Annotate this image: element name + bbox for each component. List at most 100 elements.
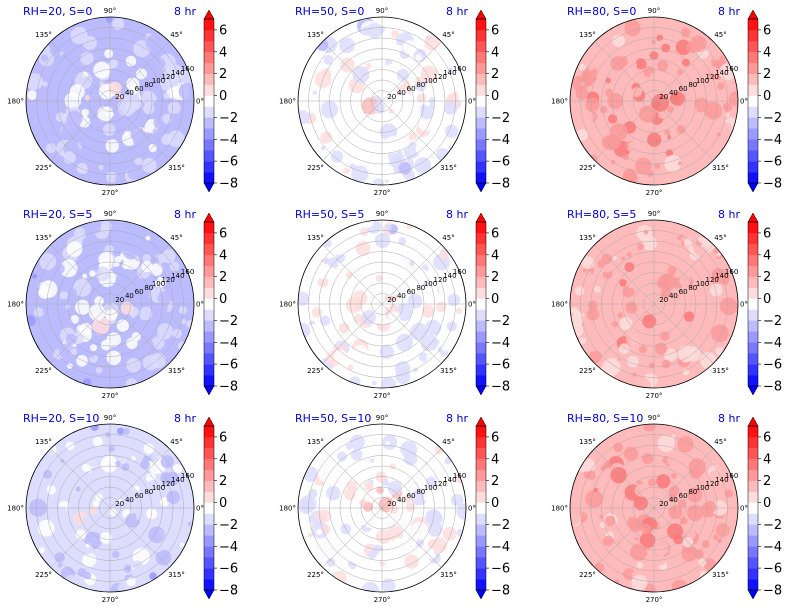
contour-patch bbox=[639, 532, 656, 549]
colorbar-tick-label: 0 bbox=[219, 292, 227, 307]
colorbar-segment bbox=[748, 546, 758, 558]
contour-patch bbox=[665, 149, 674, 157]
panel-time-label: 8 hr bbox=[446, 208, 468, 221]
colorbar-segment bbox=[476, 51, 486, 64]
contour-patch bbox=[76, 162, 88, 174]
angular-gridline bbox=[50, 507, 111, 568]
colorbar-tick-label: −6 bbox=[491, 155, 510, 170]
contour-patch bbox=[413, 367, 418, 373]
contour-patch bbox=[122, 262, 130, 270]
contour-patch bbox=[126, 337, 138, 349]
contour-patch bbox=[298, 291, 310, 306]
contour-patch bbox=[693, 245, 703, 255]
contour-patch bbox=[379, 344, 395, 360]
contour-patch bbox=[85, 543, 90, 548]
contour-patch bbox=[318, 470, 330, 482]
colorbar-segment bbox=[748, 364, 758, 376]
contour-patch bbox=[585, 97, 600, 112]
colorbar-segment bbox=[748, 265, 758, 277]
radial-tick-label: 100 bbox=[696, 280, 709, 288]
radial-tick-label: 80 bbox=[144, 81, 153, 89]
colorbar-segment bbox=[748, 320, 758, 332]
contour-patch bbox=[704, 102, 722, 120]
contour-patch bbox=[161, 249, 176, 264]
contour-patch bbox=[180, 318, 187, 325]
contour-patch bbox=[667, 265, 677, 275]
contour-patch bbox=[657, 435, 675, 452]
colorbar-segment bbox=[748, 469, 758, 481]
radial-tick-label: 160 bbox=[181, 472, 194, 480]
colorbar-tick-label: −6 bbox=[763, 562, 782, 577]
angle-tick-label: 180° bbox=[279, 98, 296, 106]
colorbar-segment bbox=[204, 62, 214, 74]
colorbar-segment bbox=[476, 579, 486, 591]
colorbar-tick-label: −4 bbox=[763, 540, 782, 555]
contour-patch bbox=[439, 250, 449, 260]
angle-tick-label: 180° bbox=[7, 505, 24, 513]
contour-patch bbox=[338, 322, 350, 334]
contour-patch bbox=[187, 521, 192, 527]
contour-patch bbox=[308, 544, 323, 558]
contour-patch bbox=[721, 122, 732, 133]
contour-patch bbox=[34, 307, 44, 318]
colorbar-tick-label: 4 bbox=[491, 452, 499, 467]
contour-patch bbox=[355, 241, 371, 257]
contour-patch bbox=[601, 253, 612, 265]
angle-tick-label: 225° bbox=[35, 571, 52, 579]
contour-patch bbox=[394, 261, 399, 266]
radial-tick-label: 100 bbox=[696, 484, 709, 492]
contour-patch bbox=[59, 51, 64, 56]
radial-tick-label: 20 bbox=[387, 500, 396, 508]
colorbar-tick-label: −2 bbox=[491, 111, 510, 126]
colorbar-segment bbox=[204, 546, 214, 558]
contour-patch bbox=[130, 126, 145, 142]
contour-patch bbox=[169, 113, 178, 122]
colorbar-segment bbox=[748, 19, 758, 31]
contour-patch bbox=[653, 540, 669, 557]
contour-patch bbox=[27, 90, 38, 101]
contour-patch bbox=[315, 38, 329, 51]
contour-patch bbox=[340, 523, 352, 535]
polar-frame bbox=[297, 423, 467, 593]
colorbar-frame bbox=[747, 18, 759, 184]
contour-patch bbox=[66, 241, 83, 257]
contour-patch bbox=[334, 349, 348, 363]
contour-patch bbox=[127, 165, 142, 180]
contour-patch bbox=[622, 240, 637, 254]
contour-patch bbox=[651, 39, 656, 45]
colorbar-segment bbox=[204, 287, 214, 299]
colorbar-segment bbox=[204, 51, 214, 64]
angle-tick-label: 0° bbox=[740, 301, 748, 309]
radial-tick-label: 60 bbox=[407, 492, 416, 500]
radial-tick-label: 80 bbox=[416, 81, 425, 89]
colorbar-tick-label: 0 bbox=[763, 496, 771, 511]
contour-patch bbox=[357, 456, 370, 469]
contour-patch bbox=[677, 499, 687, 508]
contour-patch bbox=[314, 71, 332, 89]
contour-patch bbox=[675, 343, 681, 350]
contour-patch bbox=[298, 304, 303, 309]
colorbar-tick-label: −8 bbox=[491, 380, 510, 395]
colorbar-extend-min bbox=[203, 385, 215, 396]
colorbar-tick-label: −2 bbox=[219, 518, 238, 533]
colorbar-tick-label: −2 bbox=[491, 518, 510, 533]
radial-tick-label: 20 bbox=[115, 500, 124, 508]
angle-tick-label: 135° bbox=[35, 234, 52, 242]
colorbar-tick-label: −4 bbox=[763, 336, 782, 351]
colorbar-segment bbox=[748, 491, 758, 503]
contour-patch bbox=[381, 376, 397, 388]
contour-patch bbox=[115, 460, 121, 467]
contour-patch bbox=[657, 239, 670, 252]
contour-patch bbox=[692, 362, 703, 372]
contour-patch bbox=[447, 464, 456, 472]
panel-time-label: 8 hr bbox=[718, 208, 740, 221]
colorbar-segment bbox=[204, 40, 214, 53]
contour-patch bbox=[314, 262, 332, 280]
contour-patch bbox=[598, 312, 605, 319]
contour-patch bbox=[621, 256, 626, 261]
colorbar-segment bbox=[204, 172, 214, 184]
angle-tick-label: 0° bbox=[196, 505, 204, 513]
angular-gridline bbox=[381, 507, 442, 568]
contour-patch bbox=[123, 564, 132, 573]
contour-patch bbox=[415, 54, 422, 61]
